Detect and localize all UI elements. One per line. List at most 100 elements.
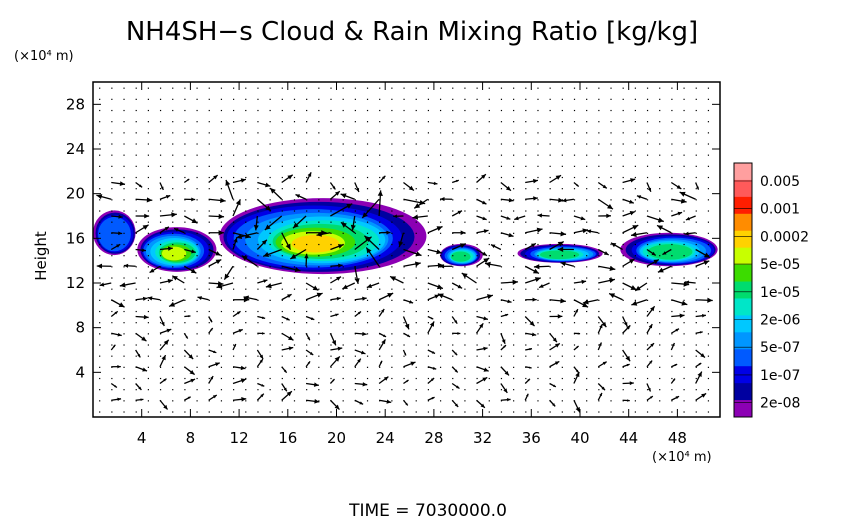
grid-dot	[379, 266, 381, 268]
grid-dot	[318, 121, 320, 123]
arrow-head	[455, 385, 460, 389]
grid-dot	[306, 121, 308, 123]
arrow-head	[191, 249, 196, 254]
grid-dot	[342, 188, 344, 190]
grid-dot	[330, 355, 332, 357]
grid-dot	[671, 132, 673, 134]
grid-dot	[366, 121, 369, 123]
grid-dot	[707, 221, 710, 223]
arrow-head	[216, 283, 223, 289]
grid-dot	[610, 98, 612, 100]
grid-dot	[306, 176, 308, 179]
grid-dot	[561, 400, 563, 402]
grid-dot	[184, 299, 186, 301]
wind-arrow	[549, 197, 564, 203]
wind-arrow	[657, 265, 672, 273]
grid-dot	[184, 188, 186, 190]
wind-arrow	[183, 332, 189, 339]
wind-arrow	[135, 197, 153, 203]
grid-dot	[123, 143, 125, 145]
wind-arrow	[451, 243, 467, 251]
arrow-head	[628, 259, 635, 264]
grid-dot	[634, 310, 636, 313]
arrow-head	[609, 293, 616, 299]
grid-dot	[379, 87, 381, 89]
grid-dot	[537, 210, 539, 212]
wind-arrow	[354, 349, 366, 355]
grid-dot	[646, 411, 649, 413]
arrow-head	[213, 350, 217, 354]
grid-dot	[403, 366, 405, 368]
grid-dot	[500, 355, 503, 357]
arrow-head	[685, 280, 690, 285]
grid-dot	[513, 266, 515, 268]
grid-dot	[257, 121, 259, 123]
wind-arrow	[538, 282, 550, 289]
grid-dot	[573, 132, 576, 134]
grid-dot	[147, 176, 149, 179]
grid-dot	[415, 377, 417, 380]
grid-dot	[610, 109, 612, 112]
y-tick-label: 24	[66, 140, 85, 158]
arrow-head	[575, 406, 580, 413]
arrow-head	[631, 300, 638, 306]
grid-dot	[634, 243, 636, 246]
arrow-head	[630, 178, 636, 183]
arrow-head	[529, 347, 532, 351]
grid-dot	[245, 310, 247, 313]
grid-dot	[172, 255, 174, 257]
grid-dot	[306, 266, 308, 268]
grid-dot	[573, 87, 576, 89]
grid-dot	[318, 310, 320, 313]
wind-arrow	[597, 248, 610, 256]
grid-dot	[379, 176, 381, 179]
grid-dot	[135, 232, 137, 234]
grid-dot	[281, 355, 283, 357]
grid-dot	[500, 165, 503, 167]
grid-dot	[561, 288, 563, 290]
grid-dot	[488, 165, 490, 167]
wind-arrow	[670, 342, 676, 351]
cloud-region	[517, 243, 603, 263]
arrow-head	[657, 267, 664, 273]
grid-dot	[269, 121, 271, 123]
grid-dot	[135, 288, 137, 290]
grid-dot	[598, 132, 600, 134]
arrow-head	[632, 225, 639, 230]
arrow-head	[483, 229, 489, 234]
grid-dot	[172, 176, 174, 179]
grid-dot	[245, 400, 247, 402]
grid-dot	[513, 400, 515, 402]
arrow-head	[533, 196, 538, 201]
colorbar-swatch	[734, 213, 752, 232]
grid-dot	[439, 411, 442, 413]
grid-dot	[196, 210, 198, 212]
arrow-head	[680, 198, 687, 204]
arrow-head	[696, 186, 699, 190]
grid-dot	[257, 277, 259, 279]
grid-dot	[147, 98, 149, 100]
grid-dot	[342, 199, 344, 201]
grid-dot	[525, 355, 527, 357]
grid-dot	[281, 389, 283, 391]
wind-arrow	[354, 399, 364, 405]
wind-arrow	[549, 342, 561, 351]
grid-dot	[391, 299, 393, 301]
grid-dot	[427, 121, 430, 123]
wind-arrow	[281, 315, 290, 321]
arrow-head	[560, 261, 566, 267]
grid-dot	[172, 322, 174, 324]
grid-dot	[306, 109, 308, 112]
grid-dot	[354, 377, 356, 380]
grid-dot	[671, 322, 673, 324]
grid-dot	[245, 288, 247, 290]
grid-dot	[586, 333, 588, 335]
wind-arrow	[329, 182, 336, 190]
grid-dot	[123, 322, 125, 324]
grid-dot	[586, 322, 588, 324]
grid-dot	[147, 266, 149, 268]
arrow-head	[552, 403, 556, 407]
grid-dot	[135, 154, 137, 156]
